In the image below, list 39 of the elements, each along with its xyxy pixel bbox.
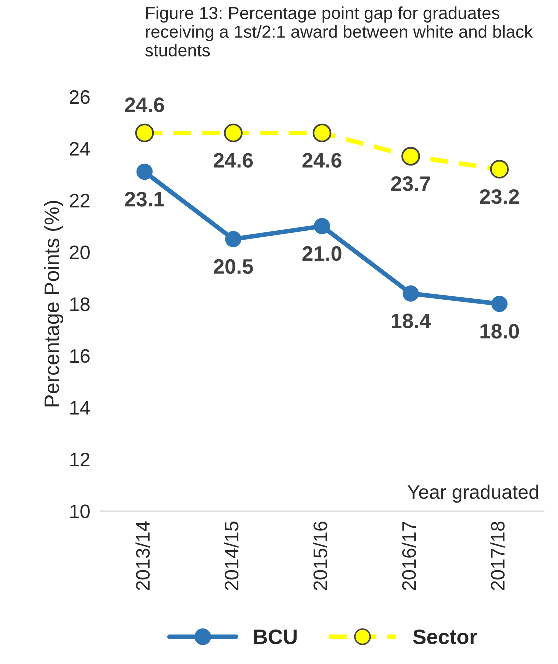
data-label: 18.4: [392, 314, 432, 328]
y-tick-label: 12: [70, 452, 90, 467]
data-label: 24.6: [214, 153, 254, 168]
point: [312, 124, 332, 143]
data-label: 23.2: [480, 189, 520, 204]
point: [402, 147, 420, 166]
data-label: 21.0: [302, 246, 342, 262]
y-tick-label: 16: [70, 349, 90, 364]
y-tick-label: 26: [70, 90, 90, 104]
point: [314, 218, 330, 235]
x-axis-title: Year graduated: [408, 484, 538, 503]
x-tick-label: 2014/15: [224, 522, 239, 590]
x-tick-label: 2013/14: [136, 522, 150, 590]
x-tick-label: 2017/18: [490, 522, 505, 590]
point: [492, 296, 508, 312]
point: [135, 124, 154, 143]
y-tick-label: 20: [70, 246, 90, 260]
data-label: 20.5: [214, 259, 254, 274]
y-tick-label: 14: [70, 401, 90, 415]
y-tick-label: 18: [70, 298, 90, 312]
y-tick-label: 24: [70, 142, 90, 156]
point: [402, 286, 420, 302]
point: [490, 160, 510, 179]
y-axis-title: Percentage Points (%): [44, 201, 64, 407]
y-tick-label: 10: [70, 504, 90, 519]
data-label: 23.1: [125, 192, 164, 207]
x-tick-label: 2016/17: [402, 522, 416, 590]
point: [136, 164, 153, 180]
data-label: 24.6: [302, 153, 342, 168]
legend-label: Sector: [413, 630, 478, 644]
data-label: 18.0: [480, 324, 520, 339]
chart-title: Figure 13: Percentage point gap for graduates receiving a 1st/2:1 award between white and black students: [146, 6, 534, 57]
data-label: 23.7: [391, 176, 430, 192]
data-label: 24.6: [125, 98, 164, 112]
x-tick-label: 2015/16: [313, 522, 328, 590]
point: [225, 231, 242, 248]
point: [224, 124, 243, 143]
legend-label: BCU: [254, 630, 297, 644]
y-tick-label: 22: [70, 194, 90, 208]
